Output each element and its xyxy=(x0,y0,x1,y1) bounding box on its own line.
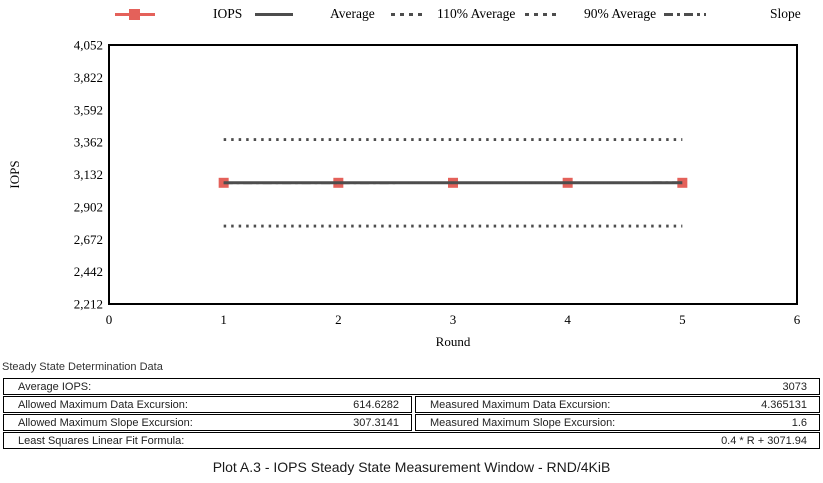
x-tick-label: 5 xyxy=(679,312,686,327)
x-tick-label: 0 xyxy=(106,312,113,327)
cell-label: Measured Maximum Data Excursion: xyxy=(430,398,611,411)
x-tick-label: 4 xyxy=(564,312,571,327)
table-row: Allowed Maximum Data Excursion: 614.6282… xyxy=(3,396,820,413)
table-row: Average IOPS: 3073 xyxy=(3,378,820,395)
y-tick-label: 3,362 xyxy=(74,135,103,150)
cell-allowed-max-slope-excursion: Allowed Maximum Slope Excursion: 307.314… xyxy=(3,414,412,431)
y-tick-label: 2,442 xyxy=(74,264,103,279)
legend-sample-90-average-icon xyxy=(525,13,561,16)
table-row: Allowed Maximum Slope Excursion: 307.314… xyxy=(3,414,820,431)
plot-caption: Plot A.3 - IOPS Steady State Measurement… xyxy=(212,459,611,475)
cell-label: Allowed Maximum Slope Excursion: xyxy=(18,416,193,429)
cell-value: 0.4 * R + 3071.94 xyxy=(721,434,807,447)
x-tick-label: 1 xyxy=(220,312,227,327)
x-axis-label: Round xyxy=(436,334,471,349)
plot-border xyxy=(108,44,798,305)
iops-line-chart: 2,212 2,442 2,672 2,902 3,132 3,362 3,592 3,822… xyxy=(7,38,801,350)
cell-label: Allowed Maximum Data Excursion: xyxy=(18,398,188,411)
legend-sample-average-icon xyxy=(255,13,293,16)
table-title: Steady State Determination Data xyxy=(2,361,163,373)
cell-measured-max-data-excursion: Measured Maximum Data Excursion: 4.36513… xyxy=(415,396,820,413)
steady-state-table: Average IOPS: 3073 Allowed Maximum Data … xyxy=(3,378,820,450)
legend-label-110-average: 110% Average xyxy=(437,6,516,21)
table-row: Least Squares Linear Fit Formula: 0.4 * … xyxy=(3,432,820,449)
legend-label-iops: IOPS xyxy=(213,6,243,21)
y-tick-label: 2,212 xyxy=(74,297,103,312)
cell-label: Measured Maximum Slope Excursion: xyxy=(430,416,616,429)
y-tick-label: 2,902 xyxy=(74,199,103,214)
legend-label-90-average: 90% Average xyxy=(584,6,657,21)
cell-value: 614.6282 xyxy=(353,398,399,411)
legend-sample-slope-icon xyxy=(664,13,706,16)
legend-label-slope: Slope xyxy=(770,6,801,21)
y-tick-label: 3,822 xyxy=(74,70,103,85)
y-tick-label: 3,132 xyxy=(74,167,103,182)
chart-legend: IOPS Average 110% Average 90% Average Sl… xyxy=(0,0,823,30)
cell-value: 1.6 xyxy=(791,416,807,429)
legend-sample-iops-icon xyxy=(115,7,155,21)
y-tick-label: 4,052 xyxy=(74,38,103,53)
cell-value: 3073 xyxy=(782,380,807,393)
x-tick-label: 6 xyxy=(794,312,801,327)
cell-average-iops: Average IOPS: 3073 xyxy=(3,378,820,395)
cell-least-squares-formula: Least Squares Linear Fit Formula: 0.4 * … xyxy=(3,432,820,449)
cell-value: 307.3141 xyxy=(353,416,399,429)
cell-label: Least Squares Linear Fit Formula: xyxy=(18,434,185,447)
cell-value: 4.365131 xyxy=(761,398,807,411)
x-tick-label: 2 xyxy=(335,312,342,327)
y-axis-label: IOPS xyxy=(7,160,22,188)
iops-square-marker-icon xyxy=(129,8,140,20)
legend-label-average: Average xyxy=(330,6,375,21)
cell-allowed-max-data-excursion: Allowed Maximum Data Excursion: 614.6282 xyxy=(3,396,412,413)
cell-label: Average IOPS: xyxy=(18,380,92,393)
legend-sample-110-average-icon xyxy=(391,13,427,16)
y-tick-label: 2,672 xyxy=(74,232,103,247)
y-tick-label: 3,592 xyxy=(74,102,103,117)
cell-measured-max-slope-excursion: Measured Maximum Slope Excursion: 1.6 xyxy=(415,414,820,431)
x-tick-label: 3 xyxy=(450,312,457,327)
